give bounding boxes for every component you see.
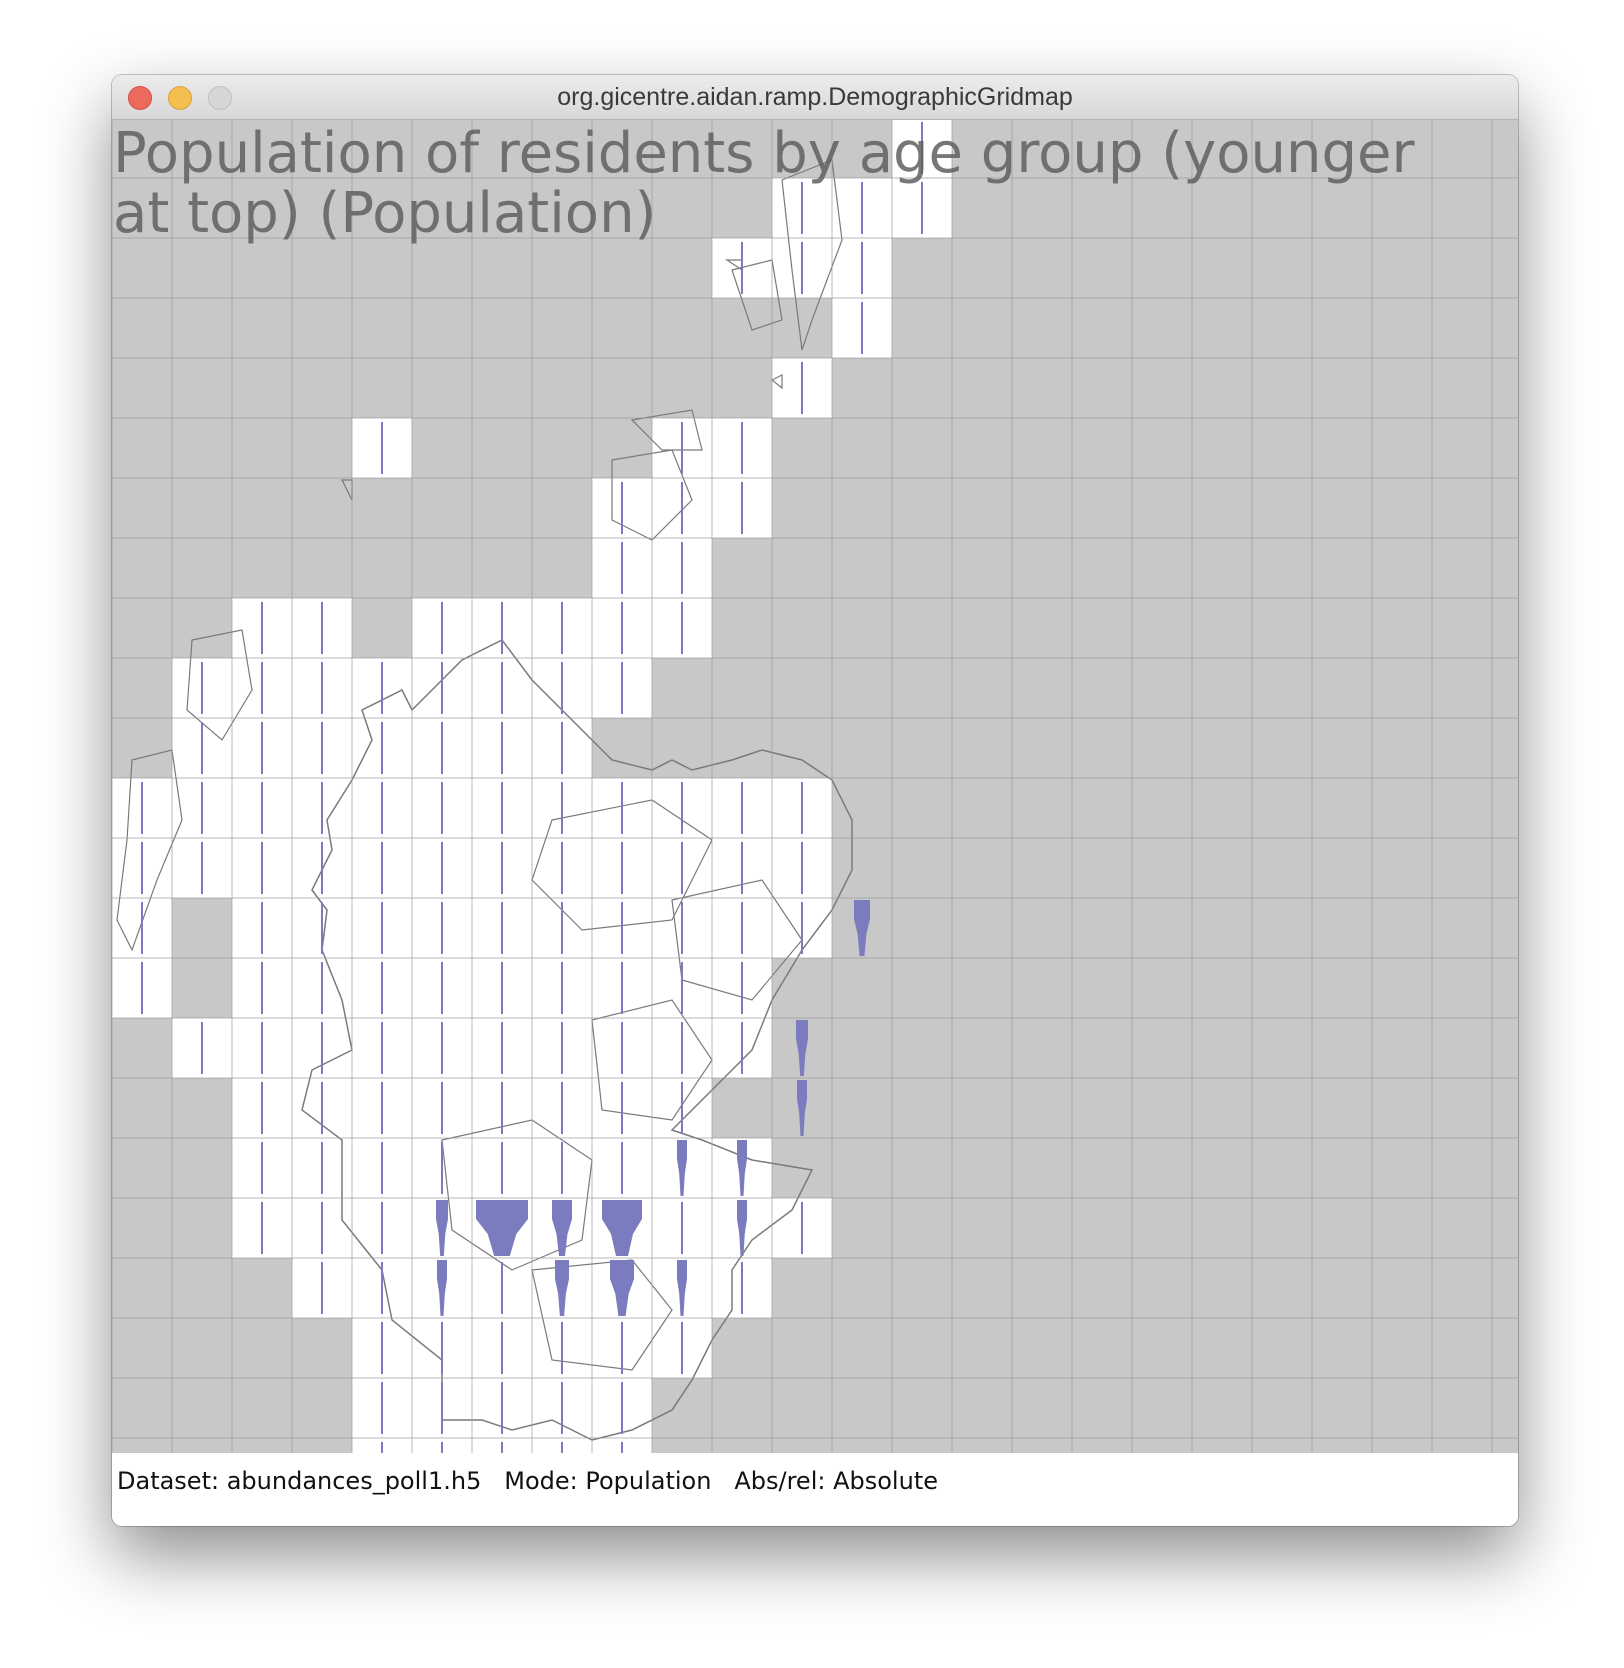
dataset-value: abundances_poll1.h5 — [226, 1467, 482, 1495]
population-glyphs — [141, 122, 923, 1453]
population-glyph — [437, 1260, 447, 1316]
population-glyph — [476, 1200, 528, 1256]
population-glyph — [610, 1260, 634, 1316]
population-glyph — [677, 1140, 687, 1196]
island-coastline — [116, 749, 183, 952]
zoom-window-button[interactable] — [208, 86, 232, 110]
status-bar: Dataset: abundances_poll1.h5 Mode: Popul… — [112, 1453, 1518, 1526]
population-glyph — [854, 900, 870, 956]
population-glyph — [737, 1140, 747, 1196]
grid-lines — [112, 120, 1518, 1453]
population-glyph — [737, 1200, 747, 1256]
population-glyph — [552, 1200, 572, 1256]
status-line: Dataset: abundances_poll1.h5 Mode: Popul… — [117, 1467, 938, 1495]
title-bar[interactable]: org.gicentre.aidan.ramp.DemographicGridm… — [112, 75, 1518, 120]
dataset-label: Dataset: — [117, 1467, 220, 1495]
gridmap-canvas[interactable]: Population of residents by age group (yo… — [112, 120, 1518, 1453]
population-glyph — [797, 1080, 807, 1136]
island-coastline — [770, 374, 783, 390]
island-coastline — [731, 259, 783, 331]
population-glyph — [602, 1200, 642, 1256]
population-glyph — [796, 1020, 808, 1076]
island-coastline — [341, 479, 353, 501]
mode-label: Mode: — [504, 1467, 578, 1495]
demographic-gridmap[interactable] — [112, 120, 1518, 1453]
absrel-label: Abs/rel: — [734, 1467, 826, 1495]
region-boundary — [591, 999, 713, 1121]
population-glyph — [555, 1260, 569, 1316]
absrel-value: Absolute — [833, 1467, 938, 1495]
app-window: org.gicentre.aidan.ramp.DemographicGridm… — [112, 75, 1518, 1526]
population-glyph — [677, 1260, 687, 1316]
island-coastline — [611, 449, 693, 541]
mode-value: Population — [585, 1467, 712, 1495]
close-window-button[interactable] — [128, 86, 152, 110]
region-boundary — [671, 879, 803, 1001]
island-coastline — [186, 629, 253, 741]
window-title: org.gicentre.aidan.ramp.DemographicGridm… — [557, 83, 1073, 111]
population-glyph — [436, 1200, 448, 1256]
minimize-window-button[interactable] — [168, 86, 192, 110]
